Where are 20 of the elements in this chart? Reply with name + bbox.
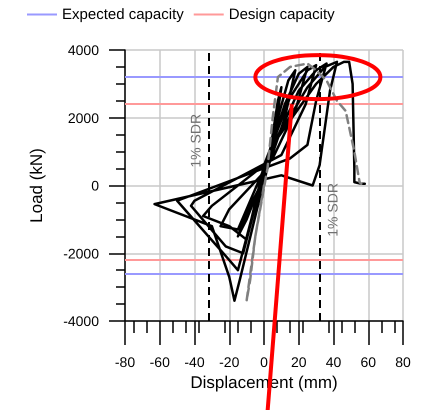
y-tick-label: 2000 — [68, 110, 100, 126]
y-tick-label: 4000 — [68, 42, 100, 58]
x-tick-label: -60 — [150, 354, 170, 370]
x-tick-label: 40 — [326, 354, 342, 370]
x-tick-label: -20 — [219, 354, 240, 370]
x-tick-label: -40 — [184, 354, 205, 370]
ref-line-label: 1% SDR — [187, 114, 204, 168]
legend-label: Design capacity — [228, 6, 336, 23]
y-tick-label: 0 — [91, 178, 100, 194]
ref-line-label: 1% SDR — [324, 183, 341, 237]
y-axis-title: Load (kN) — [27, 148, 46, 223]
line-series — [245, 62, 363, 302]
x-tick-label: -80 — [114, 354, 136, 370]
x-tick-label: 20 — [290, 354, 307, 370]
x-tick-label: 0 — [260, 354, 268, 370]
y-tick-label: -2000 — [63, 245, 100, 262]
x-tick-label: 60 — [360, 354, 376, 370]
x-tick-label: 80 — [395, 354, 411, 370]
y-tick-label: -4000 — [63, 313, 100, 329]
legend-label: Expected capacity — [62, 6, 184, 23]
